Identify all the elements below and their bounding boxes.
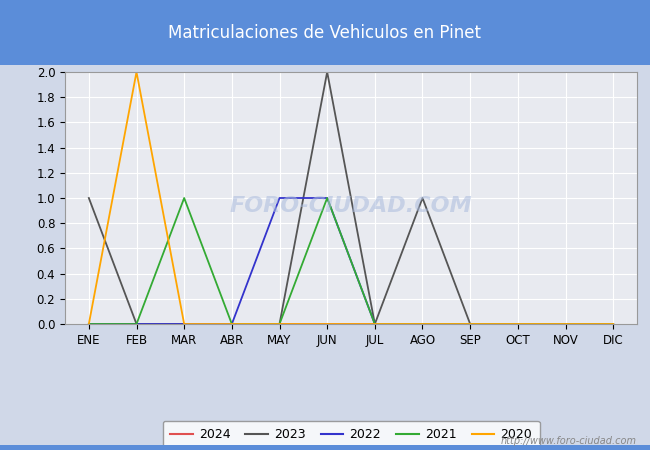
Text: http://www.foro-ciudad.com: http://www.foro-ciudad.com (501, 436, 637, 446)
Text: Matriculaciones de Vehiculos en Pinet: Matriculaciones de Vehiculos en Pinet (168, 23, 482, 42)
Text: FORO-CIUDAD.COM: FORO-CIUDAD.COM (229, 196, 473, 216)
Legend: 2024, 2023, 2022, 2021, 2020: 2024, 2023, 2022, 2021, 2020 (162, 421, 540, 449)
